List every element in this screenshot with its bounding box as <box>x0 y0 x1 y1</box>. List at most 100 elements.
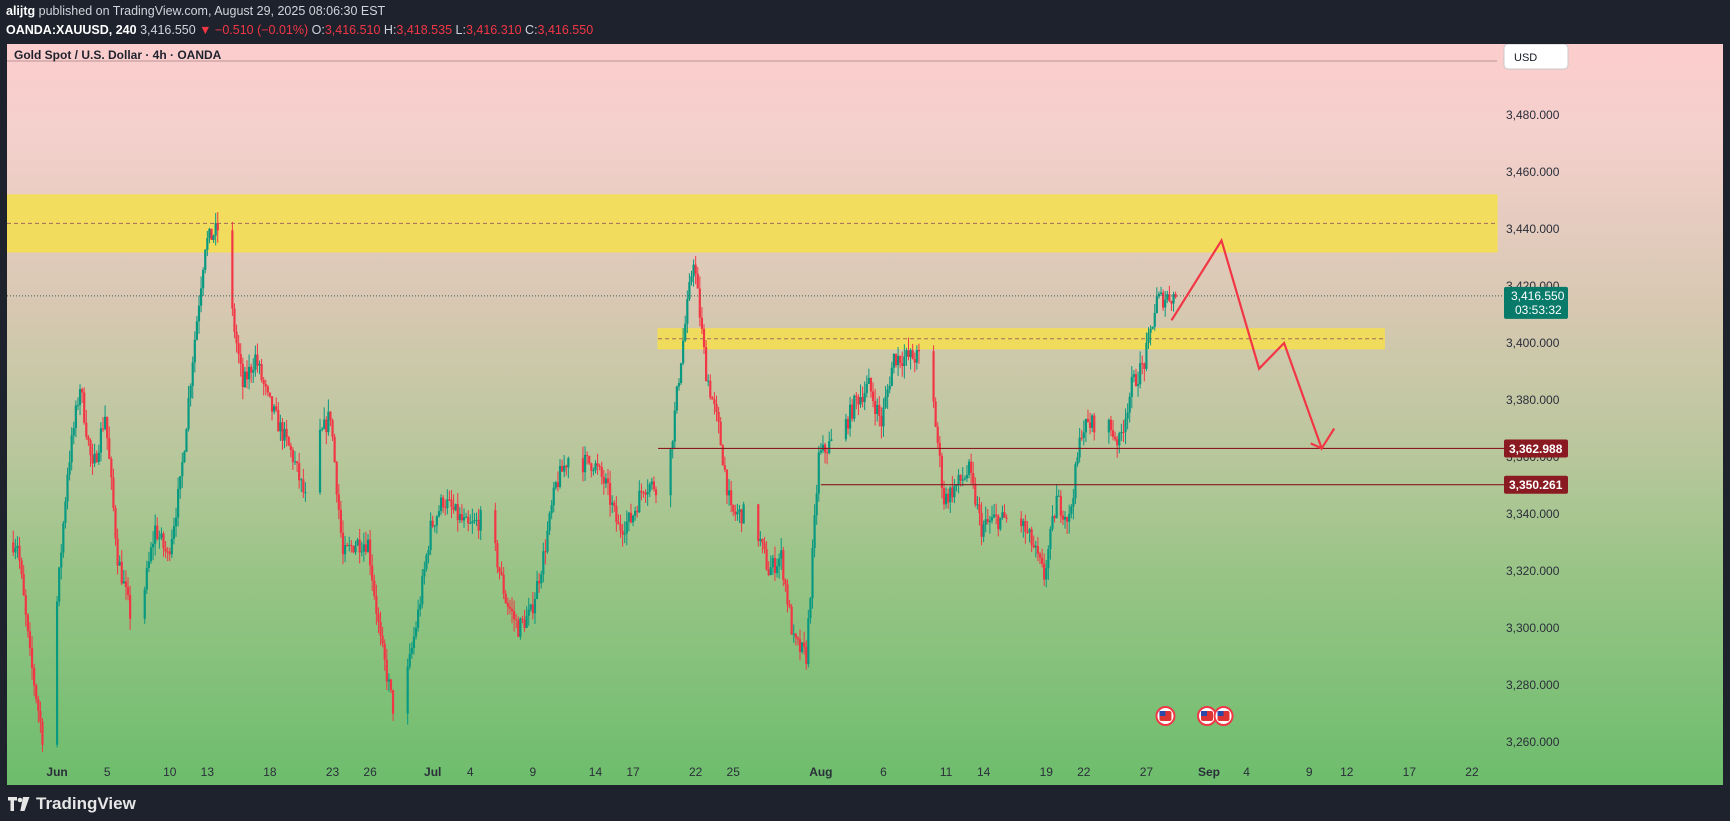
candle <box>702 324 706 355</box>
candle-body <box>608 483 612 505</box>
candle-body <box>629 512 633 523</box>
candle <box>997 514 1000 537</box>
candle-body <box>1028 529 1031 533</box>
candle-body <box>435 516 438 526</box>
candle-body <box>1116 439 1119 446</box>
candle-body <box>1061 515 1065 520</box>
candle <box>717 406 720 434</box>
candle <box>471 508 474 534</box>
candle-body <box>700 317 704 329</box>
candle-body <box>1114 436 1117 440</box>
candle <box>116 528 119 575</box>
candle <box>1076 452 1079 467</box>
candle <box>811 539 814 609</box>
candle-body <box>389 679 393 691</box>
candle <box>389 678 393 694</box>
candle <box>976 496 979 510</box>
currency-label: USD <box>1514 52 1537 64</box>
candle <box>592 467 595 476</box>
x-tick-label: 6 <box>880 765 887 779</box>
tradingview-logo[interactable]: TradingView <box>8 794 136 814</box>
price-chart[interactable]: Gold Spot / U.S. Dollar · 4h · OANDA 3,26… <box>7 44 1723 785</box>
candle-body <box>429 520 432 551</box>
candle <box>1155 287 1158 314</box>
candle <box>1128 392 1131 423</box>
candle <box>323 407 326 430</box>
candle <box>233 303 236 339</box>
candle-body <box>982 524 985 537</box>
y-tick-label: 3,380.000 <box>1506 393 1560 407</box>
candle-body <box>784 579 787 585</box>
candle-body <box>439 497 443 512</box>
author-name[interactable]: alijtg <box>6 4 36 18</box>
candle-body <box>611 502 614 505</box>
candle-body <box>949 487 952 503</box>
candle <box>197 295 201 334</box>
candle <box>682 328 685 366</box>
candle <box>732 504 735 517</box>
candle <box>1045 560 1048 588</box>
candle <box>707 374 710 387</box>
candle-body <box>1059 495 1062 516</box>
candle-body <box>846 419 850 429</box>
candle-body <box>903 356 906 367</box>
candle-body <box>978 504 981 513</box>
candle <box>1080 430 1083 441</box>
candle-body <box>867 377 870 384</box>
candle <box>830 428 833 442</box>
candle <box>281 418 284 450</box>
candle <box>496 540 499 574</box>
candle <box>846 416 850 435</box>
candle-body <box>1024 520 1027 532</box>
candle <box>202 267 205 296</box>
candle <box>654 486 658 504</box>
candle <box>1061 510 1065 526</box>
x-tick-label: 4 <box>467 765 474 779</box>
candle <box>101 417 105 432</box>
candle <box>853 394 856 422</box>
candle-body <box>33 668 36 686</box>
candle <box>790 603 793 636</box>
candle <box>560 459 564 472</box>
candle <box>855 392 858 410</box>
candle-body <box>479 510 482 531</box>
candle-body <box>504 593 507 604</box>
candle-body <box>634 510 637 516</box>
candle <box>110 456 113 490</box>
chart-area[interactable]: Gold Spot / U.S. Dollar · 4h · OANDA 3,26… <box>7 44 1723 785</box>
candle-body <box>1091 415 1094 428</box>
open-value: 3,416.510 <box>324 23 381 37</box>
candle-body <box>475 519 478 521</box>
candle <box>646 479 649 506</box>
candle-body <box>458 514 461 521</box>
candle <box>458 507 461 524</box>
candle-body <box>742 504 745 524</box>
candle-body <box>287 437 290 446</box>
candle-body <box>456 504 459 521</box>
currency-selector[interactable]: USD <box>1503 44 1569 70</box>
candle <box>794 632 797 646</box>
candle <box>648 482 651 498</box>
candle-body <box>1076 457 1079 465</box>
x-tick-label: 17 <box>626 765 640 779</box>
x-tick-label: Jun <box>46 765 67 779</box>
candle <box>293 451 297 465</box>
x-tick-label: 12 <box>1340 765 1354 779</box>
candle-body <box>1164 299 1167 308</box>
candle <box>147 551 151 573</box>
candle-body <box>1128 396 1131 413</box>
candle-body <box>531 604 534 614</box>
candle-body <box>990 517 994 521</box>
candle <box>596 453 599 475</box>
candle-body <box>565 465 568 468</box>
candle-body <box>905 350 908 357</box>
candle <box>1001 505 1004 520</box>
candle <box>1174 291 1177 299</box>
candle <box>642 490 645 498</box>
candle-body <box>1124 418 1127 433</box>
candle <box>1049 526 1052 560</box>
candle-body <box>995 514 998 516</box>
candle <box>266 384 269 397</box>
candle-body <box>942 488 946 505</box>
candle <box>1132 370 1135 383</box>
